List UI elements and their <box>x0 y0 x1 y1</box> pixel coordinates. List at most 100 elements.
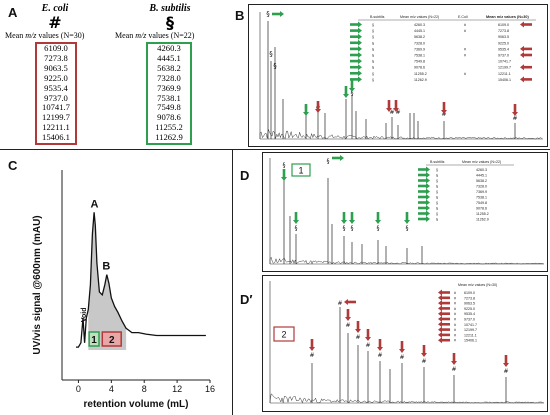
bsubtilis-mean-prefix: Mean <box>115 31 134 40</box>
green-arrow-icon <box>358 21 362 28</box>
red-arrow-icon <box>442 102 446 110</box>
green-arrow-icon <box>358 33 362 40</box>
spectrum-d: 1§§§ § § § §B.subtilis Mean m/z values (N=22)… <box>269 155 544 265</box>
bs-mz-value: 4260.3 <box>414 23 425 27</box>
table-symbol: # <box>454 318 456 322</box>
bsubtilis-title: B. subtilis <box>149 3 191 14</box>
table-symbol: # <box>464 72 466 76</box>
green-arrow-icon <box>426 210 430 217</box>
bs-mz-value: 7369.9 <box>414 47 425 51</box>
green-arrow-icon <box>350 80 354 88</box>
peak-symbol: # <box>441 111 446 118</box>
red-arrow-icon <box>442 333 450 337</box>
table-header: Mean m/z values (N=30) <box>486 15 529 19</box>
red-arrow-icon <box>438 321 442 328</box>
red-arrow-icon <box>344 299 348 305</box>
green-arrow-icon <box>358 76 362 83</box>
green-arrow-icon <box>418 179 426 182</box>
peak-symbol: § <box>273 62 277 70</box>
red-arrow-icon <box>438 300 442 307</box>
ecoli-value: 12211.1 <box>42 122 70 133</box>
table-symbol: § <box>436 201 438 205</box>
fraction-1-badge-label: 1 <box>298 166 303 176</box>
green-arrow-icon <box>404 220 410 224</box>
table-symbol: § <box>372 72 374 76</box>
red-arrow-icon <box>438 294 442 301</box>
table-symbol: # <box>464 29 466 33</box>
ecoli-value: 12199.7 <box>42 112 70 123</box>
red-arrow-icon <box>394 100 398 108</box>
green-arrow-icon <box>282 169 286 177</box>
table-symbol: # <box>454 328 456 332</box>
bs-mz-value: 7328.0 <box>414 41 425 45</box>
spectrum-trace <box>269 393 544 404</box>
ec-mz-value: 6109.0 <box>498 23 509 27</box>
table-symbol: # <box>454 307 456 311</box>
green-arrow-icon <box>418 190 426 193</box>
mz-value: 7369.9 <box>476 190 487 194</box>
bsubtilis-value: 7328.0 <box>157 72 181 83</box>
bsubtilis-value: 11255.2 <box>155 122 183 133</box>
divider-horizontal <box>0 149 550 150</box>
red-arrow-icon <box>346 309 350 317</box>
mz-value: 9078.6 <box>476 207 487 211</box>
peak-symbol: # <box>451 366 456 373</box>
mz-value: 7328.0 <box>476 185 487 189</box>
chromatogram-trace <box>76 212 206 348</box>
bsubtilis-value: 7549.8 <box>157 102 181 113</box>
green-arrow-icon <box>418 217 426 221</box>
red-arrow-icon <box>309 347 315 351</box>
table-symbol: § <box>436 168 438 172</box>
peak-a-label: A <box>91 198 99 210</box>
ecoli-mean-mz: m/z <box>25 31 37 40</box>
ecoli-value: 15406.1 <box>42 132 70 143</box>
ecoli-value: 9737.0 <box>44 92 68 103</box>
table-symbol: # <box>454 302 456 306</box>
red-arrow-icon <box>513 104 517 112</box>
peak-symbol: # <box>309 352 314 359</box>
bsubtilis-value: 9078.6 <box>157 112 181 123</box>
red-arrow-icon <box>386 108 392 112</box>
table-symbol: # <box>464 23 466 27</box>
fraction-2-label: 2 <box>109 335 115 346</box>
red-arrow-icon <box>356 321 360 329</box>
green-arrow-icon <box>350 78 358 81</box>
mz-value: 12199.7 <box>464 328 477 332</box>
mz-value: 9225.0 <box>464 307 475 311</box>
fraction-1-label: 1 <box>91 335 97 346</box>
green-arrow-icon <box>281 177 287 181</box>
green-arrow-icon <box>358 64 362 71</box>
panel-b-label: B <box>235 8 245 23</box>
mz-value: 11255.2 <box>476 212 489 216</box>
mz-value: 7538.1 <box>476 196 487 200</box>
green-arrow-icon <box>418 201 426 204</box>
peak-area <box>88 212 127 350</box>
bs-mz-value: 5638.2 <box>414 35 425 39</box>
red-arrow-icon <box>355 329 361 333</box>
table-symbol: § <box>436 174 438 178</box>
peak-symbol: § <box>343 225 346 232</box>
ec-mz-value: 9063.5 <box>498 35 509 39</box>
table-header: B.subtilis <box>430 160 445 164</box>
red-arrow-icon <box>365 337 371 341</box>
green-arrow-icon <box>350 59 358 63</box>
red-arrow-icon <box>503 363 509 367</box>
ecoli-mean-label: Mean m/z values (N=30) <box>5 31 84 40</box>
red-arrow-icon <box>524 23 532 26</box>
fraction-2-badge <box>273 326 295 342</box>
red-arrow-icon <box>422 345 426 353</box>
green-arrow-icon <box>376 212 380 220</box>
green-arrow-icon <box>350 47 358 51</box>
red-arrow-icon <box>524 65 532 69</box>
red-arrow-icon <box>442 307 450 310</box>
table-symbol: § <box>372 41 374 45</box>
ec-mz-value: 12211.1 <box>498 72 511 76</box>
ec-mz-value: 9737.0 <box>498 54 509 58</box>
green-arrow-icon <box>350 29 358 32</box>
peak-symbol: # <box>337 300 342 307</box>
red-arrow-icon <box>438 331 442 338</box>
peak-symbol: § <box>266 10 270 18</box>
peak-symbol: § <box>377 225 380 232</box>
